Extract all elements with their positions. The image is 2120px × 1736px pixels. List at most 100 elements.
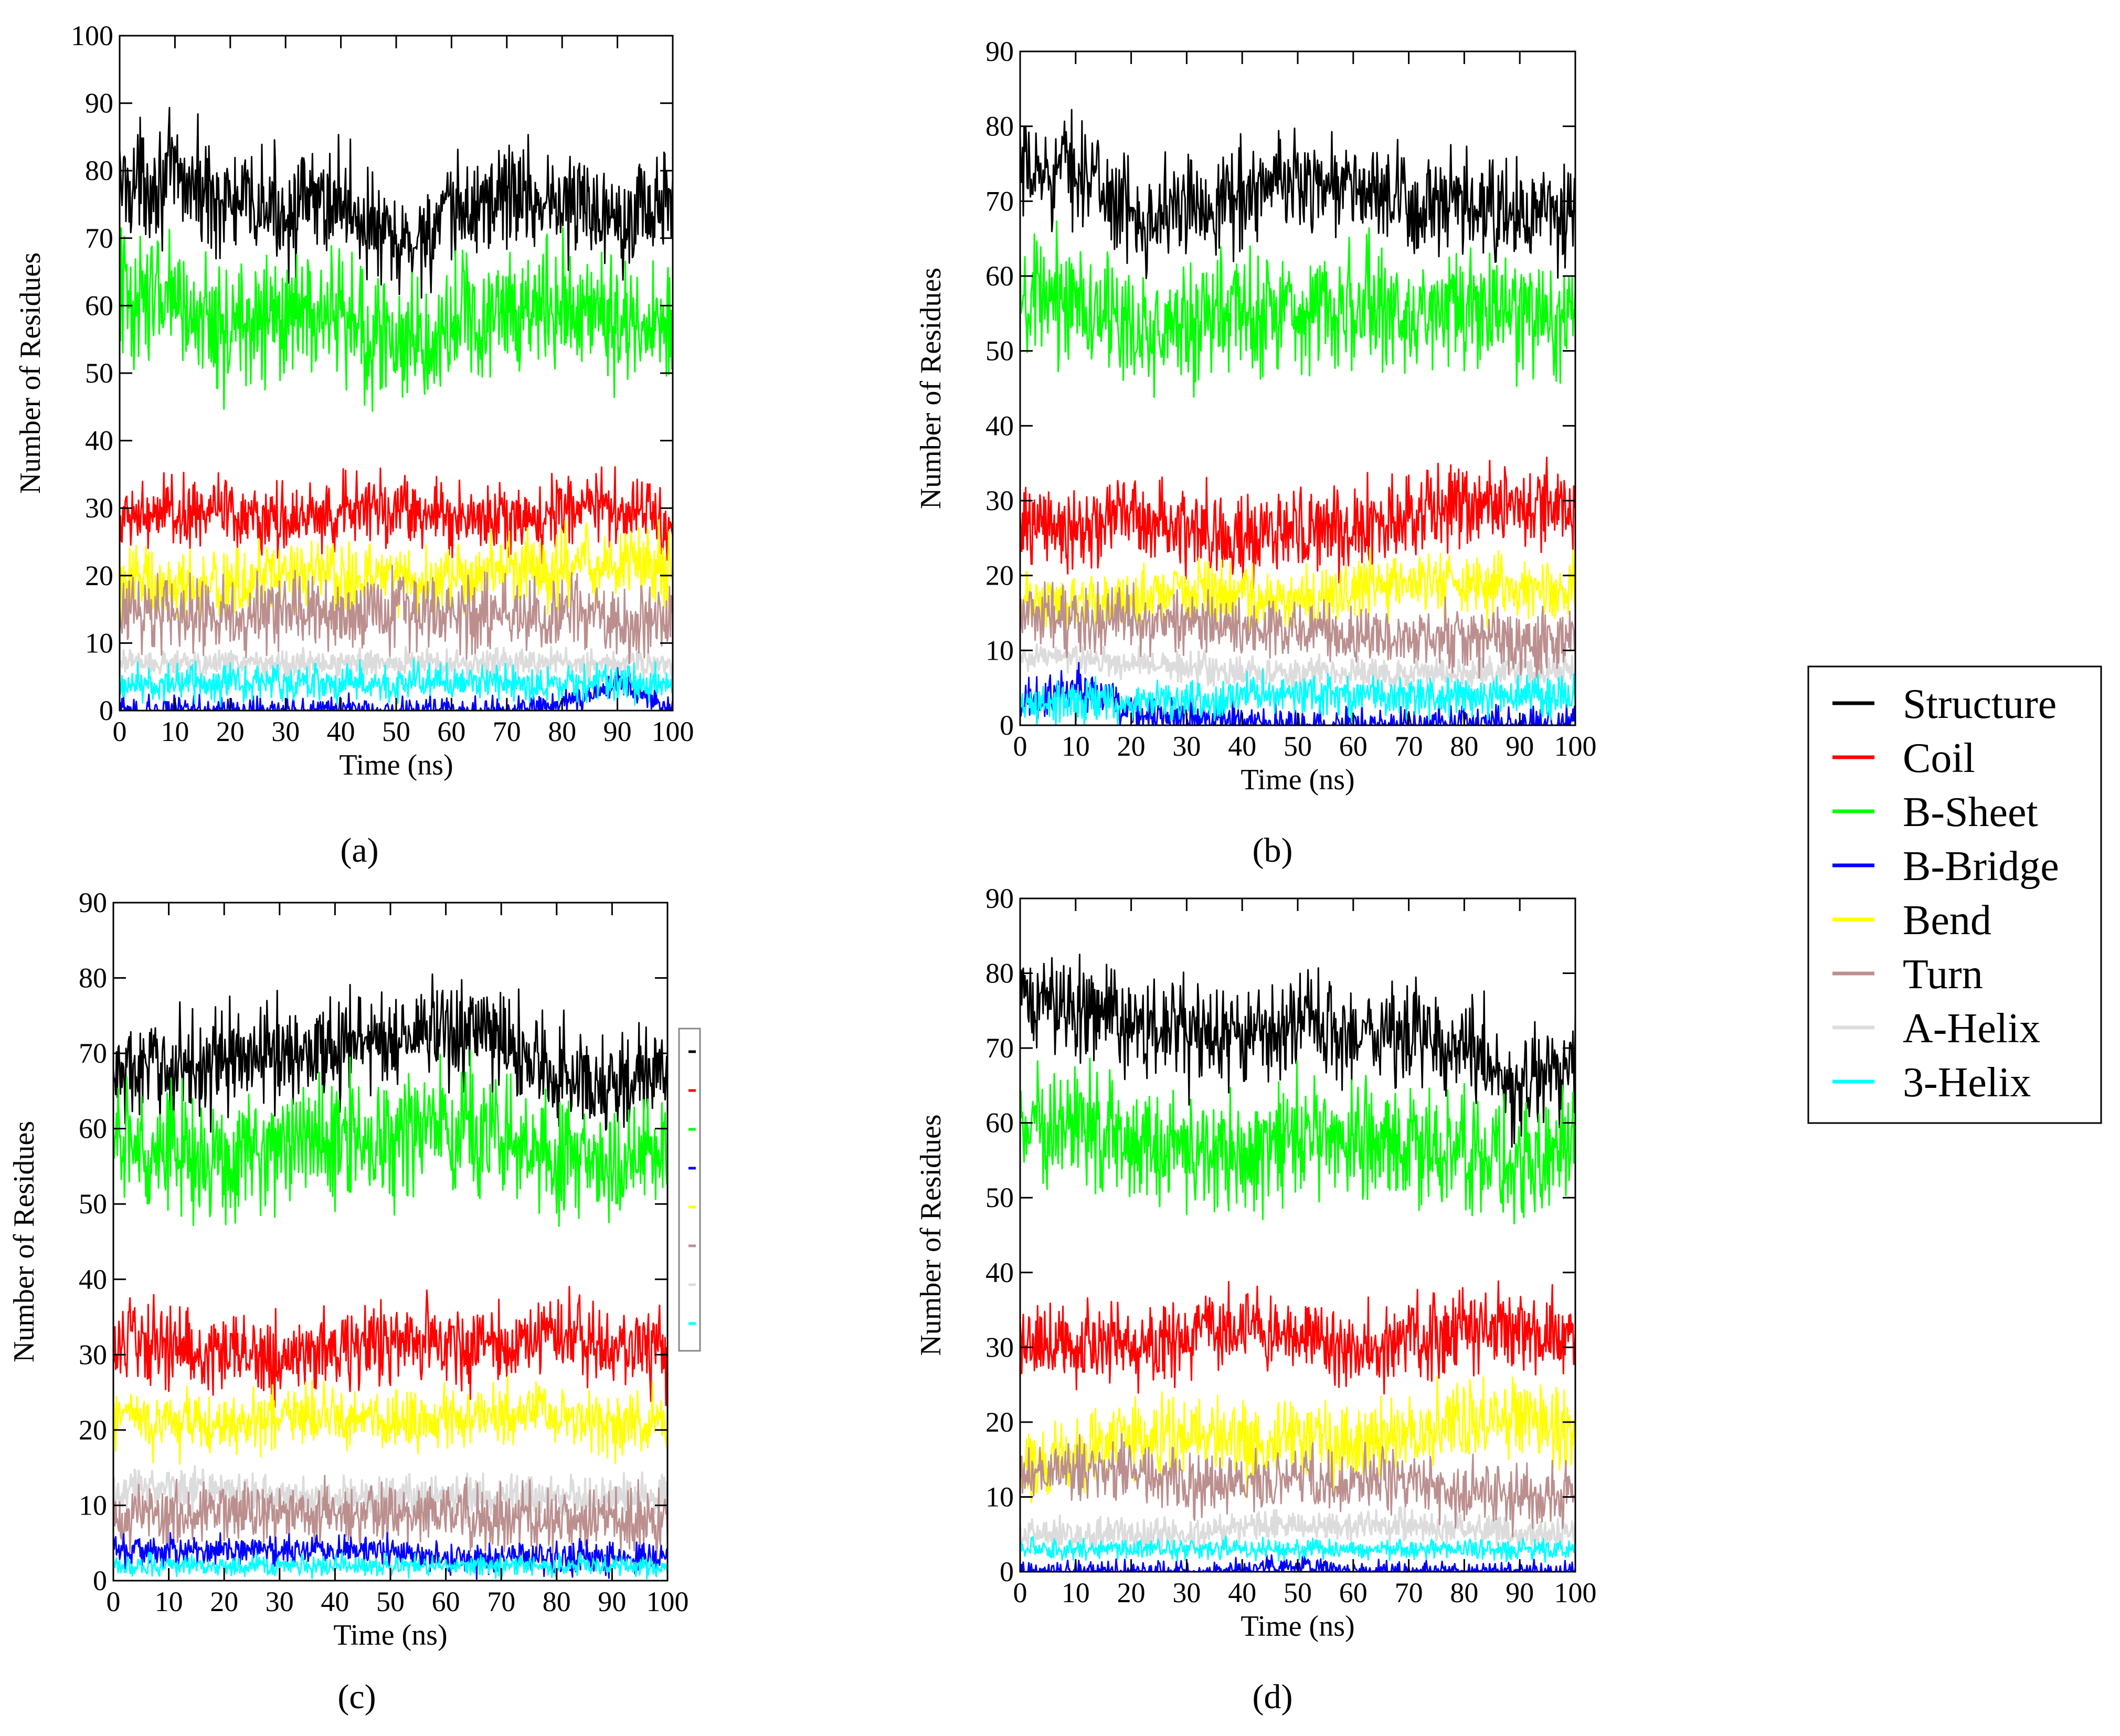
- x-tick-label: 100: [1554, 731, 1597, 762]
- legend-label: B-Bridge: [1903, 843, 2059, 890]
- y-tick-label: 70: [985, 185, 1014, 217]
- x-tick-label: 20: [1117, 1577, 1146, 1608]
- chart-panel: 0 10 20 30 40 50 60 70 80 90 100 0 10 20 30 40 50 60 70 80 9…: [14, 20, 694, 870]
- y-tick-label: 0: [93, 1565, 107, 1596]
- legend-box: [1807, 665, 2102, 1124]
- y-tick-label: 100: [71, 20, 113, 51]
- y-tick-label: 10: [985, 634, 1014, 666]
- legend-label: Coil: [1903, 735, 1975, 781]
- series-line-a-helix: [1020, 643, 1575, 692]
- x-tick-label: 10: [1062, 731, 1090, 762]
- series-line-bend: [120, 519, 673, 627]
- y-tick-label: 80: [79, 962, 107, 994]
- y-axis-label: Number of Residues: [8, 1121, 40, 1362]
- x-tick-label: 50: [1284, 1577, 1312, 1608]
- series-line-coil: [1020, 1280, 1575, 1395]
- x-tick-label: 80: [548, 716, 576, 747]
- y-tick-label: 90: [79, 887, 107, 918]
- y-axis-label: Number of Residues: [915, 1114, 947, 1356]
- y-tick-label: 50: [79, 1188, 107, 1220]
- x-tick-label: 90: [1506, 731, 1534, 762]
- series-line-b-sheet: [1020, 1057, 1575, 1225]
- x-tick-label: 100: [1554, 1577, 1597, 1608]
- x-tick-label: 60: [437, 716, 465, 747]
- y-tick-label: 70: [985, 1032, 1014, 1064]
- chart-panel: 0 10 20 30 40 50 60 70 80 90 100 0 10 20 30 40 50 60 70 80 9…: [915, 883, 1597, 1716]
- x-tick-label: 30: [271, 716, 300, 747]
- y-tick-label: 60: [85, 290, 113, 321]
- series-line-coil: [113, 1286, 667, 1408]
- legend-label: Bend: [1903, 897, 1991, 944]
- x-tick-label: 10: [161, 716, 189, 747]
- y-tick-label: 90: [85, 88, 113, 119]
- x-tick-label: 40: [321, 1586, 349, 1617]
- x-tick-label: 80: [1450, 731, 1478, 762]
- series-line-turn: [1020, 1433, 1575, 1538]
- series-line-coil: [1020, 457, 1575, 590]
- y-tick-label: 20: [985, 560, 1014, 591]
- x-tick-label: 40: [1228, 1577, 1256, 1608]
- x-tick-label: 90: [603, 716, 632, 747]
- legend-label: 3-Helix: [1903, 1060, 2031, 1106]
- y-tick-label: 90: [985, 36, 1014, 67]
- x-axis-label: Time (ns): [1241, 764, 1354, 796]
- legend: Structure Coil B-Sheet B-Bridge Bend Turn A-He…: [1807, 665, 2102, 1124]
- x-tick-label: 60: [432, 1586, 460, 1617]
- x-tick-label: 40: [327, 716, 355, 747]
- y-tick-label: 60: [79, 1113, 107, 1145]
- x-tick-label: 50: [1284, 731, 1312, 762]
- y-tick-label: 40: [985, 1257, 1014, 1288]
- x-tick-label: 80: [543, 1586, 571, 1617]
- x-tick-label: 20: [210, 1586, 238, 1617]
- y-tick-label: 50: [985, 1182, 1014, 1213]
- x-tick-label: 70: [1395, 1577, 1423, 1608]
- x-tick-label: 80: [1450, 1577, 1478, 1608]
- series-line-turn: [120, 565, 673, 665]
- x-tick-label: 50: [382, 716, 410, 747]
- y-tick-label: 0: [1000, 1556, 1014, 1587]
- x-tick-label: 0: [1013, 1577, 1027, 1608]
- x-axis-label: Time (ns): [339, 749, 453, 781]
- series-line-b-bridge: [1020, 662, 1575, 725]
- x-tick-label: 20: [1117, 731, 1146, 762]
- y-tick-label: 20: [985, 1406, 1014, 1438]
- y-tick-label: 40: [985, 410, 1014, 441]
- y-tick-label: 80: [985, 958, 1014, 989]
- legend-items: Structure Coil B-Sheet B-Bridge Bend Turn A-He…: [1832, 681, 2059, 1106]
- series-line-turn: [1020, 581, 1575, 679]
- y-axis-label: Number of Residues: [915, 268, 947, 509]
- x-tick-label: 0: [107, 1586, 121, 1617]
- x-tick-label: 20: [216, 716, 245, 747]
- y-tick-label: 30: [985, 485, 1014, 516]
- x-tick-label: 30: [1172, 731, 1201, 762]
- x-tick-label: 50: [376, 1586, 405, 1617]
- x-tick-label: 70: [493, 716, 521, 747]
- series-line-b-sheet: [113, 1049, 667, 1227]
- series-line-structure: [1020, 954, 1575, 1148]
- legend-label: Turn: [1903, 951, 1983, 998]
- x-tick-label: 90: [1506, 1577, 1534, 1608]
- series-line-3-helix: [113, 1551, 667, 1580]
- y-tick-label: 10: [85, 627, 113, 659]
- y-tick-label: 30: [985, 1331, 1014, 1363]
- series-line-coil: [120, 466, 673, 565]
- y-tick-label: 20: [79, 1414, 107, 1446]
- series-line-b-sheet: [1020, 220, 1575, 398]
- y-tick-label: 80: [85, 155, 113, 186]
- series-line-3-helix: [120, 658, 673, 707]
- chart-panel: 0 10 20 30 40 50 60 70 80 90 100 0 10 20 30 40 50 60 70 80 9…: [915, 36, 1597, 870]
- x-tick-label: 30: [266, 1586, 294, 1617]
- series-line-bend: [1020, 1375, 1575, 1504]
- legend-label: Structure: [1903, 681, 2057, 727]
- y-tick-label: 70: [85, 223, 113, 254]
- series-line-structure: [113, 973, 667, 1133]
- y-tick-label: 60: [985, 1107, 1014, 1139]
- series-line-turn: [113, 1475, 667, 1560]
- y-tick-label: 40: [85, 425, 113, 457]
- legend-label: B-Sheet: [1903, 789, 2038, 835]
- series-line-a-helix: [120, 645, 673, 683]
- plot-area: [1020, 954, 1575, 1572]
- y-axis-label: Number of Residues: [14, 252, 47, 494]
- chart-panel: 0 10 20 30 40 50 60 70 80 90 100 0 10 20 30 40 50 60 70 80 9…: [8, 887, 689, 1716]
